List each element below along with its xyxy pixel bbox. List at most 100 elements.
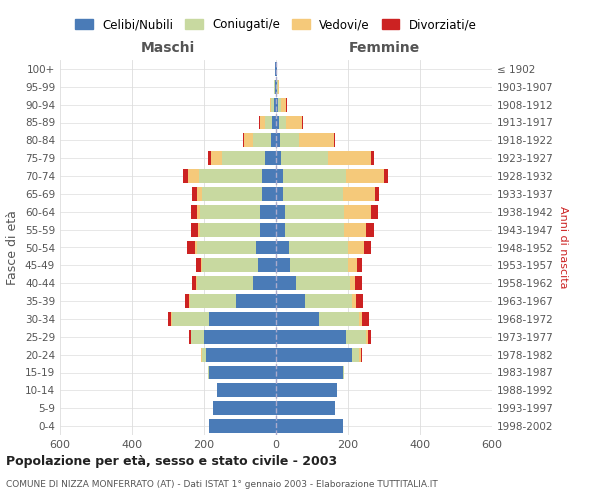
Bar [281,151,328,165]
Bar [281,98,286,112]
Bar [346,330,366,344]
Bar [276,294,305,308]
Text: Maschi: Maschi [141,40,195,54]
Bar [213,401,276,415]
Bar [184,169,188,183]
Bar [276,134,280,147]
Bar [197,205,200,219]
Bar [195,240,197,254]
Bar [217,384,276,398]
Bar [276,330,346,344]
Bar [276,276,296,290]
Bar [279,116,286,130]
Bar [289,240,348,254]
Bar [276,419,343,433]
Bar [366,222,374,236]
Bar [271,98,274,112]
Bar [253,134,271,147]
Bar [274,80,275,94]
Bar [259,116,260,130]
Bar [286,98,287,112]
Bar [197,240,256,254]
Bar [260,222,276,236]
Bar [371,151,374,165]
Bar [191,330,204,344]
Bar [242,134,244,147]
Bar [201,258,202,272]
Bar [196,258,201,272]
Bar [355,276,362,290]
Bar [346,169,384,183]
Bar [384,169,388,183]
Bar [193,187,197,201]
Bar [202,348,206,362]
Bar [276,401,335,415]
Bar [286,116,302,130]
Bar [319,312,359,326]
Bar [368,330,371,344]
Bar [187,240,195,254]
Bar [189,330,191,344]
Bar [299,134,334,147]
Bar [206,348,276,362]
Bar [362,312,369,326]
Bar [236,294,276,308]
Bar [276,258,290,272]
Bar [276,169,283,183]
Bar [276,205,285,219]
Bar [189,294,190,308]
Bar [348,240,364,254]
Bar [344,205,371,219]
Bar [272,116,276,130]
Bar [343,187,375,201]
Bar [278,98,281,112]
Bar [290,258,348,272]
Bar [348,258,357,272]
Bar [260,116,265,130]
Bar [244,134,253,147]
Bar [185,294,189,308]
Bar [305,294,352,308]
Bar [271,134,276,147]
Bar [275,80,276,94]
Bar [191,205,197,219]
Bar [276,151,281,165]
Bar [208,151,211,165]
Bar [199,169,262,183]
Bar [344,222,366,236]
Bar [197,276,253,290]
Bar [276,98,278,112]
Bar [222,151,265,165]
Legend: Celibi/Nubili, Coniugati/e, Vedovi/e, Divorziati/e: Celibi/Nubili, Coniugati/e, Vedovi/e, Di… [71,14,481,36]
Bar [275,62,276,76]
Bar [359,312,362,326]
Bar [211,151,222,165]
Bar [285,205,344,219]
Bar [285,222,344,236]
Bar [191,222,197,236]
Bar [357,258,362,272]
Bar [280,134,299,147]
Bar [276,348,352,362]
Bar [262,169,276,183]
Bar [209,312,276,326]
Bar [352,348,359,362]
Bar [197,222,200,236]
Bar [204,330,276,344]
Bar [302,116,304,130]
Bar [352,294,356,308]
Y-axis label: Anni di nascita: Anni di nascita [557,206,568,289]
Bar [350,276,355,290]
Bar [274,98,276,112]
Bar [277,80,278,94]
Bar [269,98,271,112]
Bar [328,151,371,165]
Bar [260,205,276,219]
Bar [172,312,209,326]
Bar [276,222,285,236]
Bar [334,134,335,147]
Text: COMUNE DI NIZZA MONFERRATO (AT) - Dati ISTAT 1° gennaio 2003 - Elaborazione TUTT: COMUNE DI NIZZA MONFERRATO (AT) - Dati I… [6,480,438,489]
Bar [192,276,196,290]
Bar [283,187,343,201]
Bar [200,205,260,219]
